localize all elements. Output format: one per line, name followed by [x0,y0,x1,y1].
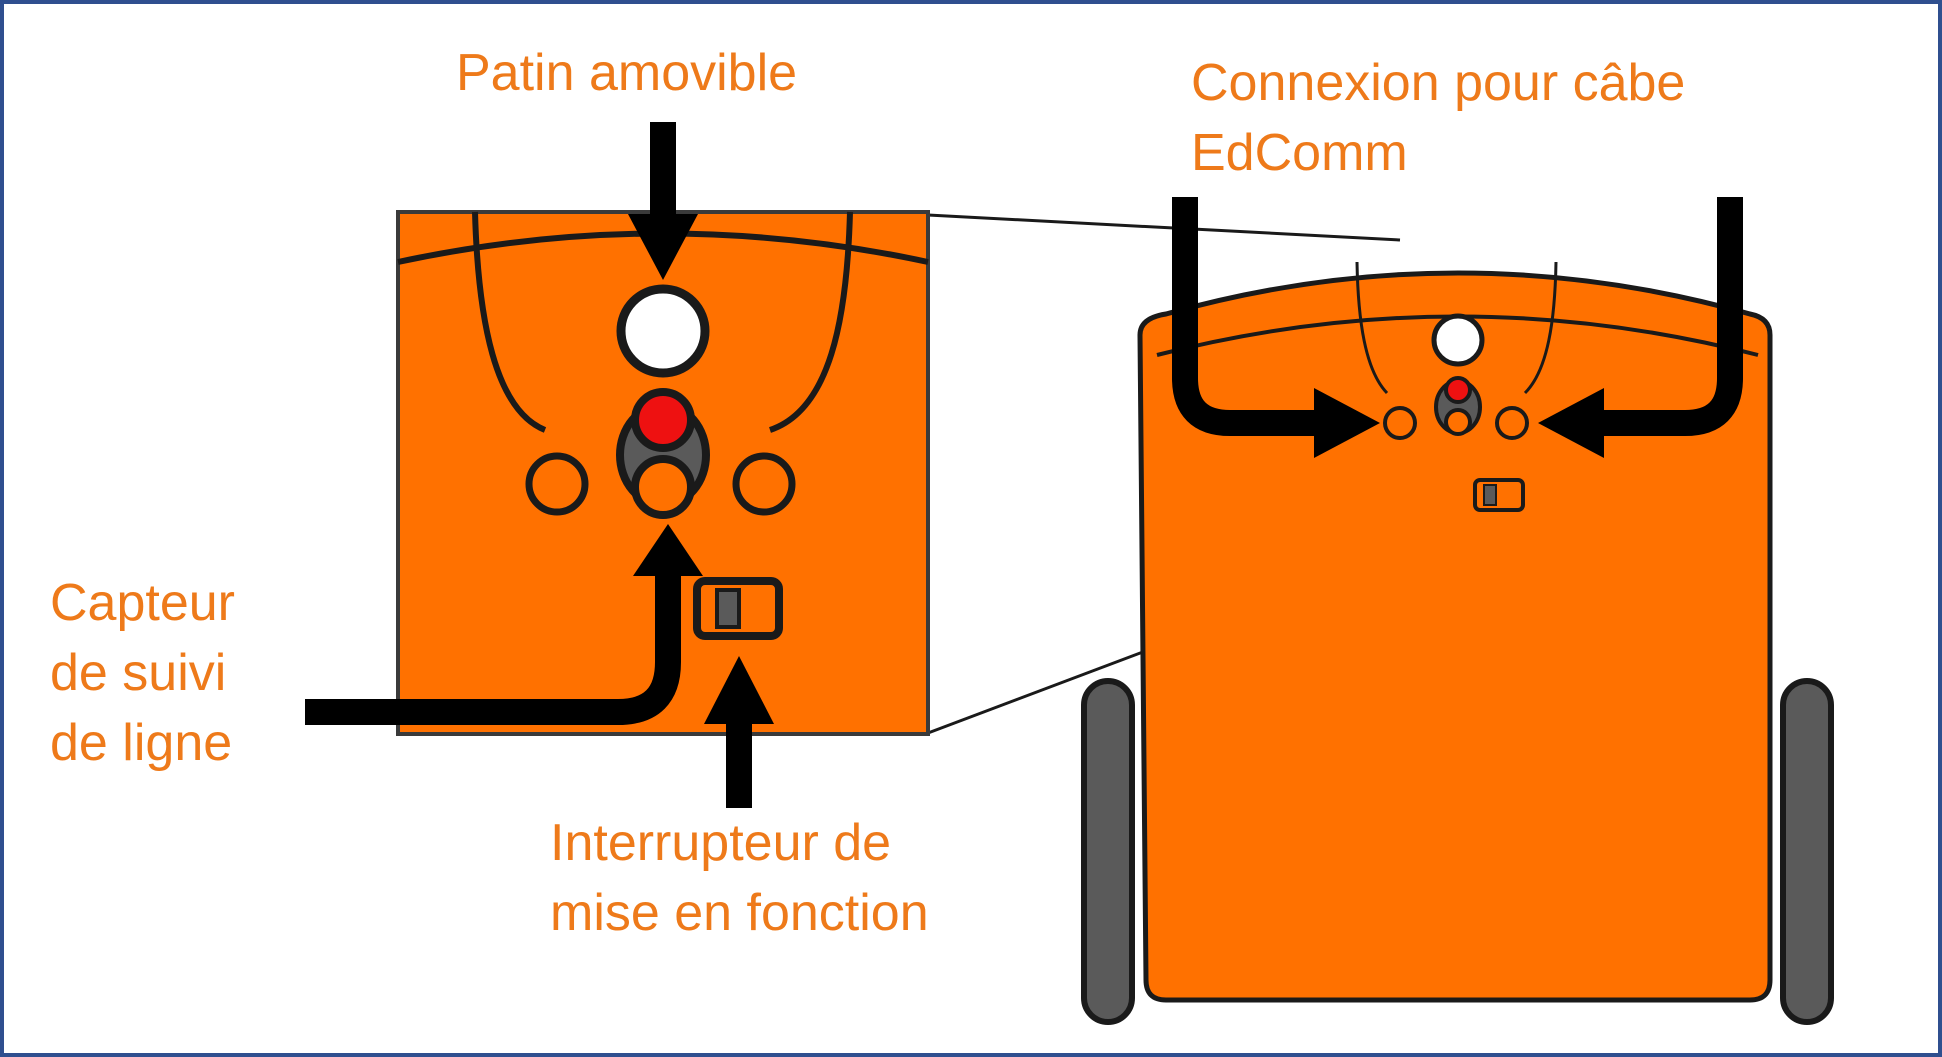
zoomed-right-curve [769,211,853,433]
power-switch-arrow [704,656,774,808]
line-tracking-sensor-icon [631,455,695,519]
right-wheel [1780,678,1834,1025]
robot-right-ir-port-icon [1495,406,1529,440]
removable-pad-arrow [628,122,698,280]
zoomed-left-curve [472,211,547,433]
edcomm-right-arrow [1538,197,1743,458]
line-sensor-arrow [305,524,703,725]
right-ir-port-icon [732,452,796,516]
line-sensor-label-line3: de ligne [50,714,233,772]
robot-top-view [1081,261,1834,1025]
red-led-icon [631,388,695,452]
robot-red-led-icon [1444,376,1472,404]
removable-pad-icon [616,284,710,378]
edcomm-connection-label-line1: Connexion pour câbe [1191,54,1686,112]
left-wheel [1081,678,1135,1025]
edcomm-left-arrow [1172,197,1380,458]
robot-right-curve [1523,261,1558,395]
line-sensor-label-line1: Capteur [50,574,235,632]
robot-line-sensor-icon [1444,408,1472,436]
edcomm-connection-label-line2: EdComm [1191,124,1408,182]
line-sensor-label-line2: de suivi [50,644,227,702]
robot-power-switch-slider-icon [1483,484,1497,506]
power-switch-slider-icon [715,588,741,629]
left-ir-port-icon [525,452,589,516]
removable-pad-label: Patin amovible [456,44,798,102]
power-switch-label-line1: Interrupteur de [550,814,892,872]
robot-left-ir-port-icon [1383,406,1417,440]
robot-power-switch-icon [1473,478,1525,512]
robot-left-curve [1355,261,1389,395]
power-switch-label-line2: mise en fonction [550,884,929,942]
zoom-guide-line-top [927,213,1401,242]
robot-pad-icon [1431,313,1485,367]
